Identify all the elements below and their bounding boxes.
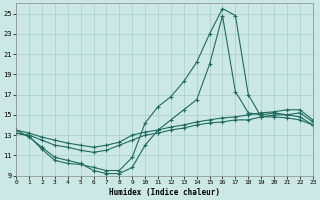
X-axis label: Humidex (Indice chaleur): Humidex (Indice chaleur)	[109, 188, 220, 197]
